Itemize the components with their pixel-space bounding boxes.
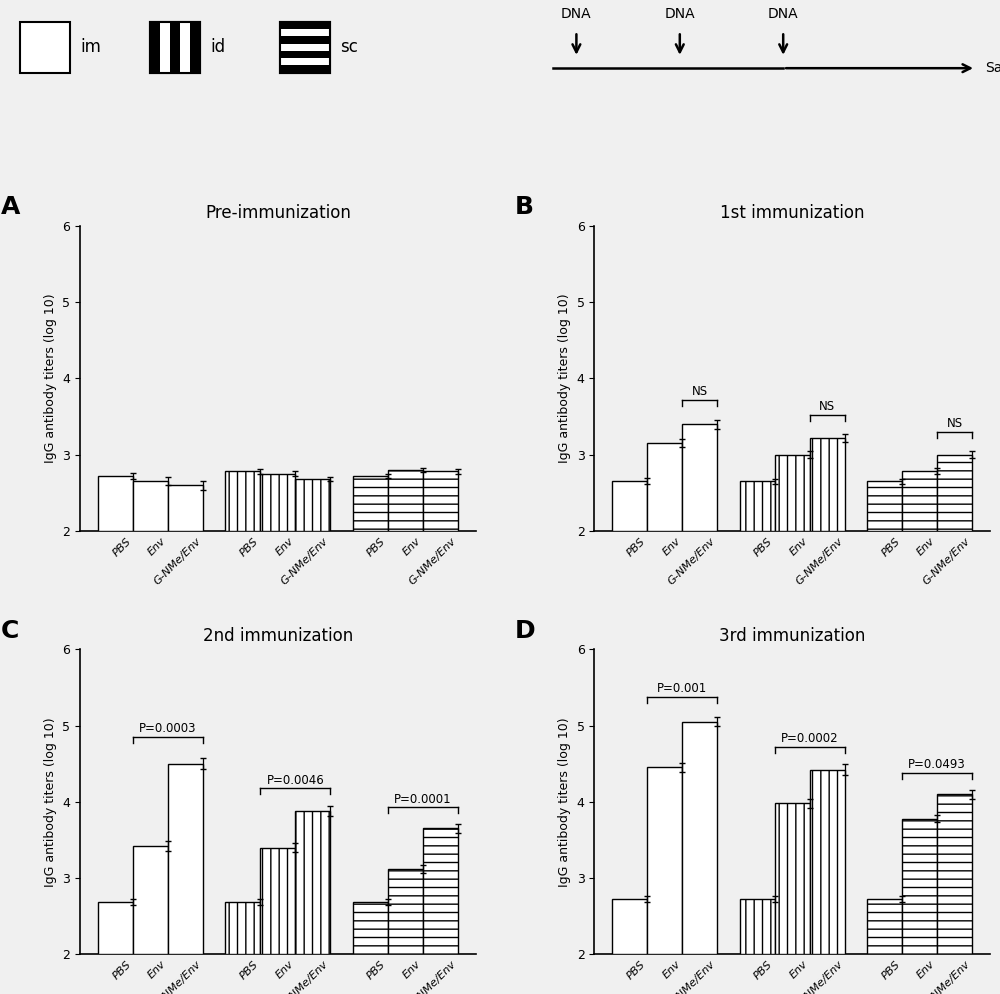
Bar <box>740 481 775 531</box>
Bar <box>612 481 647 531</box>
Bar <box>647 767 682 954</box>
Bar <box>682 424 717 531</box>
Bar <box>388 869 423 954</box>
Bar <box>225 903 260 954</box>
Text: C: C <box>1 619 19 643</box>
Title: 1st immunization: 1st immunization <box>720 204 864 222</box>
Bar <box>902 818 937 954</box>
Text: P=0.0002: P=0.0002 <box>781 733 838 746</box>
Text: P=0.001: P=0.001 <box>657 682 707 695</box>
Bar <box>353 903 388 954</box>
Y-axis label: IgG antibody titers (log 10): IgG antibody titers (log 10) <box>44 293 57 463</box>
Bar <box>295 479 330 531</box>
Bar <box>937 794 972 954</box>
Bar <box>295 811 330 954</box>
Text: DNA: DNA <box>561 7 592 21</box>
Bar <box>740 900 775 954</box>
Bar <box>150 22 200 73</box>
Bar <box>647 443 682 531</box>
Text: NS: NS <box>692 386 708 399</box>
Bar <box>810 769 845 954</box>
Bar <box>225 471 260 531</box>
Bar <box>280 29 330 37</box>
Text: DNA: DNA <box>768 7 799 21</box>
Y-axis label: IgG antibody titers (log 10): IgG antibody titers (log 10) <box>558 293 571 463</box>
Text: D: D <box>515 619 536 643</box>
Bar <box>775 454 810 531</box>
Bar <box>168 485 203 531</box>
Bar <box>810 437 845 531</box>
Bar <box>280 58 330 66</box>
Bar <box>133 846 168 954</box>
Bar <box>180 22 190 73</box>
Text: sc: sc <box>340 38 358 57</box>
Y-axis label: IgG antibody titers (log 10): IgG antibody titers (log 10) <box>558 717 571 887</box>
Bar <box>260 848 295 954</box>
Bar <box>168 763 203 954</box>
Text: NS: NS <box>819 401 835 414</box>
Bar <box>260 474 295 531</box>
Bar <box>280 44 330 51</box>
Bar <box>682 722 717 954</box>
Title: 2nd immunization: 2nd immunization <box>203 627 353 645</box>
Text: P=0.0001: P=0.0001 <box>394 792 452 805</box>
Bar <box>280 22 330 73</box>
Bar <box>160 22 170 73</box>
Text: DNA: DNA <box>664 7 695 21</box>
Text: Sacrifice: Sacrifice <box>985 62 1000 76</box>
Bar <box>612 900 647 954</box>
Bar <box>902 471 937 531</box>
Bar <box>423 471 458 531</box>
Bar <box>133 481 168 531</box>
Bar <box>98 476 133 531</box>
Text: P=0.0003: P=0.0003 <box>139 723 197 736</box>
Bar <box>775 803 810 954</box>
Text: NS: NS <box>946 417 963 430</box>
Bar <box>423 828 458 954</box>
Title: 3rd immunization: 3rd immunization <box>719 627 865 645</box>
Bar <box>98 903 133 954</box>
Y-axis label: IgG antibody titers (log 10): IgG antibody titers (log 10) <box>44 717 57 887</box>
Text: id: id <box>210 38 225 57</box>
Bar <box>388 470 423 531</box>
Text: B: B <box>515 196 534 220</box>
Text: A: A <box>1 196 20 220</box>
Bar <box>867 900 902 954</box>
Title: Pre-immunization: Pre-immunization <box>205 204 351 222</box>
Text: P=0.0046: P=0.0046 <box>266 773 324 786</box>
Bar <box>150 22 200 73</box>
Text: im: im <box>80 38 101 57</box>
Bar <box>280 22 330 73</box>
Bar <box>353 476 388 531</box>
Text: P=0.0493: P=0.0493 <box>908 758 966 771</box>
Bar <box>867 481 902 531</box>
Bar <box>20 22 70 73</box>
Bar <box>937 454 972 531</box>
